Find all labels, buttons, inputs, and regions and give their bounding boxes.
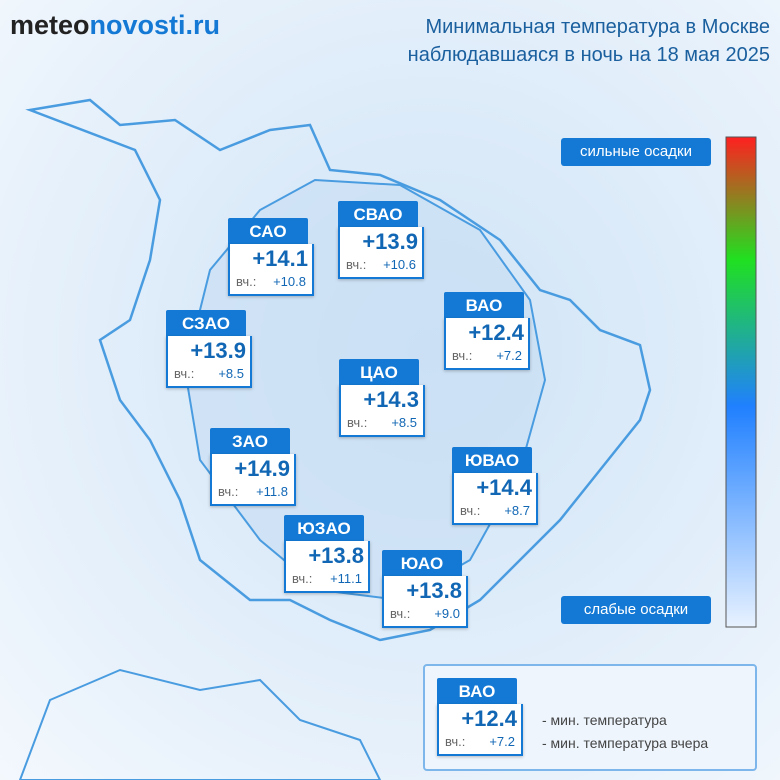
card-body: +12.4 вч.: +7.2 [444,318,530,370]
district-name: ЮВАО [452,447,532,475]
district-name: ЗАО [210,428,290,456]
card-body: +14.1 вч.: +10.8 [228,244,314,296]
card-body: +13.9 вч.: +8.5 [166,336,252,388]
key-desc: - мин. температура [542,712,667,728]
min-temp: +13.9 [362,229,418,254]
precipitation-scale [725,136,757,628]
prev-label: вч.: [174,366,195,381]
card-body: +14.4 вч.: +8.7 [452,473,538,525]
district-card: САО +14.1 вч.: +10.8 [228,218,314,296]
prev-temp: +8.7 [504,503,530,518]
card-body: +13.9 вч.: +10.6 [338,227,424,279]
district-name: ЮАО [382,550,462,578]
district-name: СЗАО [166,310,246,338]
min-temp: +14.9 [234,456,290,481]
district-name: ВАО [444,292,524,320]
district-card: ЮАО +13.8 вч.: +9.0 [382,550,468,628]
logo-prefix: meteo [10,10,90,40]
prev-temp: +10.6 [383,257,416,272]
min-temp: +14.3 [363,387,419,412]
district-card: ЦАО +14.3 вч.: +8.5 [339,359,425,437]
min-temp: +14.4 [476,475,532,500]
card-body: +12.4 вч.: +7.2 [437,704,523,756]
scale-label: сильные осадки [561,138,711,166]
title: наблюдавшаяся в ночь на 18 мая 2025 [408,44,770,66]
prev-temp: +8.5 [391,415,417,430]
district-name: ЦАО [339,359,419,387]
card-body: +14.9 вч.: +11.8 [210,454,296,506]
logo-suffix: novosti.ru [90,10,221,40]
prev-label: вч.: [292,571,313,586]
prev-label: вч.: [460,503,481,518]
min-temp: +12.4 [461,706,517,731]
district-card: ВАО +12.4 вч.: +7.2 [437,678,523,756]
district-card: СВАО +13.9 вч.: +10.6 [338,201,424,279]
logo: meteonovosti.ru [10,10,220,40]
prev-temp: +11.8 [256,484,288,499]
prev-label: вч.: [390,606,411,621]
district-name: САО [228,218,308,246]
prev-label: вч.: [218,484,239,499]
prev-label: вч.: [347,415,368,430]
prev-label: вч.: [236,274,257,289]
prev-temp: +11.1 [330,571,362,586]
min-temp: +13.8 [406,578,462,603]
min-temp: +14.1 [252,246,308,271]
key-desc: - мин. температура вчера [542,735,708,751]
district-card: ЮВАО +14.4 вч.: +8.7 [452,447,538,525]
city-border [25,98,652,642]
prev-temp: +7.2 [496,348,522,363]
prev-temp: +9.0 [434,606,460,621]
district-name: СВАО [338,201,418,229]
district-card: ЗАО +14.9 вч.: +11.8 [210,428,296,506]
district-card: ЮЗАО +13.8 вч.: +11.1 [284,515,370,593]
prev-temp: +7.2 [489,734,515,749]
scale-label: слабые осадки [561,596,711,624]
new-moscow [18,668,382,780]
prev-label: вч.: [445,734,466,749]
card-body: +13.8 вч.: +9.0 [382,576,468,628]
district-name: ВАО [437,678,517,706]
district-card: ВАО +12.4 вч.: +7.2 [444,292,530,370]
card-body: +14.3 вч.: +8.5 [339,385,425,437]
prev-temp: +8.5 [218,366,244,381]
min-temp: +12.4 [468,320,524,345]
prev-label: вч.: [346,257,367,272]
card-body: +13.8 вч.: +11.1 [284,541,370,593]
district-name: ЮЗАО [284,515,364,543]
district-card: СЗАО +13.9 вч.: +8.5 [166,310,252,388]
prev-temp: +10.8 [273,274,306,289]
prev-label: вч.: [452,348,473,363]
min-temp: +13.8 [308,543,364,568]
min-temp: +13.9 [190,338,246,363]
title: Минимальная температура в Москве [425,16,770,38]
